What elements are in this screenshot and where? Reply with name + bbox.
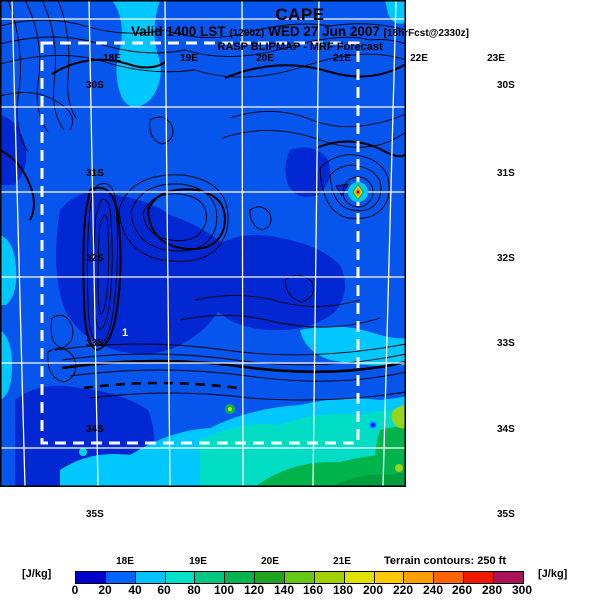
lon-label-top-21e: 21E <box>333 53 351 64</box>
colorbar-tick-60: 60 <box>157 583 171 597</box>
lat-label-right-30s: 30S <box>497 80 515 91</box>
terrain-contours-thick <box>0 58 406 390</box>
colorbar-segment <box>135 572 166 583</box>
cape-maximum-bullseye <box>348 182 368 202</box>
local-max-dots <box>79 183 378 456</box>
lat-label-right-31s: 31S <box>497 168 515 179</box>
colorbar-tick-280: 280 <box>481 583 503 597</box>
forecast-map: 1 <box>0 0 406 487</box>
colorbar-tick-300: 300 <box>511 583 533 597</box>
map-frame <box>0 0 406 487</box>
lat-label-left-35s: 35S <box>86 509 104 520</box>
lon-label-top-23e: 23E <box>487 53 505 64</box>
colorbar-segment <box>285 572 315 583</box>
latlon-grid <box>0 0 406 487</box>
cape-contour-map-canvas: 1 <box>0 0 406 487</box>
valid-date: WED 27 Jun 2007 <box>268 24 380 39</box>
colorbar-segment <box>105 572 136 583</box>
lat-label-left-30s: 30S <box>86 80 104 91</box>
page-title: CAPE <box>275 5 325 24</box>
lat-label-right-32s: 32S <box>497 253 515 264</box>
colorbar-tick-240: 240 <box>422 583 444 597</box>
colorbar-segment <box>374 572 405 583</box>
colorbar-segment <box>344 572 375 583</box>
terrain-contours-note: Terrain contours: 250 ft <box>383 555 506 567</box>
lat-label-left-34s: 34S <box>86 424 104 435</box>
lon-label-bottom-18e: 18E <box>116 556 134 567</box>
colorbar-tick-260: 260 <box>451 583 473 597</box>
colorbar-segment <box>255 572 286 583</box>
lon-label-top-20e: 20E <box>256 53 274 64</box>
colorbar-segment <box>195 572 226 583</box>
colorbar-segment <box>314 572 345 583</box>
colorbar-units-right: [J/kg] <box>538 568 568 580</box>
colorbar-tick-100: 100 <box>213 583 235 597</box>
lon-label-bottom-20e: 20E <box>261 556 279 567</box>
yellow-green-patches <box>391 405 406 472</box>
colorbar-segment <box>76 572 106 583</box>
contour-value-label: 1 <box>122 327 128 339</box>
colorbar-tick-160: 160 <box>302 583 324 597</box>
colorbar-tick-140: 140 <box>273 583 295 597</box>
colorbar-segment <box>225 572 256 583</box>
colorbar-tick-80: 80 <box>187 583 201 597</box>
cape-colorbar <box>75 571 524 584</box>
colorbar-segment <box>494 572 523 583</box>
colorbar-segment <box>434 572 465 583</box>
model-domain-dashed-boundary <box>40 41 360 445</box>
valid-forecast-offset: [18hrFcst@2330z] <box>383 28 469 39</box>
valid-zulu: (1200Z) <box>229 28 265 39</box>
valid-time-line: Valid 1400 LST (1200Z) WED 27 Jun 2007 [… <box>0 24 600 39</box>
lat-label-left-32s: 32S <box>86 253 104 264</box>
valid-prefix: Valid 1400 LST <box>131 24 226 39</box>
colorbar-tick-40: 40 <box>128 583 142 597</box>
lat-label-left-33s: 33S <box>86 338 104 349</box>
colorbar-tick-200: 200 <box>362 583 384 597</box>
lat-label-right-34s: 34S <box>497 424 515 435</box>
colorbar-tick-20: 20 <box>98 583 112 597</box>
colorbar-segment <box>464 572 495 583</box>
lon-label-bottom-19e: 19E <box>189 556 207 567</box>
lat-label-right-35s: 35S <box>497 509 515 520</box>
colorbar-tick-180: 180 <box>332 583 354 597</box>
colorbar-tick-220: 220 <box>392 583 414 597</box>
model-line: RASP BLIPMAP - MRF Forecast <box>217 41 383 53</box>
lat-label-right-33s: 33S <box>497 338 515 349</box>
colorbar-units-left: [J/kg] <box>22 568 52 580</box>
lon-label-top-19e: 19E <box>180 53 198 64</box>
colorbar-segment <box>404 572 435 583</box>
colorbar-segment <box>165 572 196 583</box>
lat-label-left-31s: 31S <box>86 168 104 179</box>
lon-label-bottom-21e: 21E <box>333 556 351 567</box>
colorbar-tick-120: 120 <box>243 583 265 597</box>
colorbar-tick-0: 0 <box>71 583 79 597</box>
green-cape-region <box>255 426 406 487</box>
lon-label-top-18e: 18E <box>103 53 121 64</box>
lon-label-top-22e: 22E <box>410 53 428 64</box>
